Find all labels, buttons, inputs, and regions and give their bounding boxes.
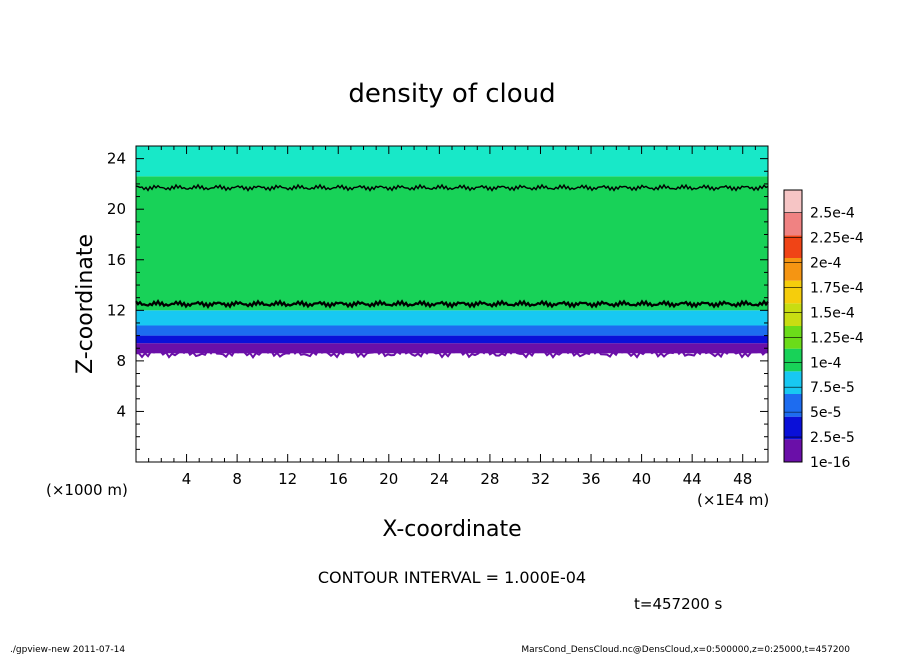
colorbar-swatch xyxy=(784,235,802,258)
colorbar-swatch xyxy=(784,190,802,213)
colorbar-label: 1.75e-4 xyxy=(810,280,864,296)
contour-line xyxy=(135,183,769,192)
y-axis-label: Z-coordinate xyxy=(73,234,98,374)
x-tick-label: 4 xyxy=(182,470,192,488)
colorbar-label: 2.5e-4 xyxy=(810,206,855,222)
x-unit-left: (×1000 m) xyxy=(46,481,128,499)
colorbar-label: 7.5e-5 xyxy=(810,380,855,396)
x-tick-label: 12 xyxy=(278,470,297,488)
density-layer xyxy=(136,343,768,354)
colorbar-label: 2.5e-5 xyxy=(810,430,855,446)
x-tick-label: 44 xyxy=(683,470,702,488)
y-tick-label: 8 xyxy=(116,352,126,370)
x-unit-right: (×1E4 m) xyxy=(697,491,769,509)
colorbar-label: 1.25e-4 xyxy=(810,330,864,346)
plot-area xyxy=(135,146,769,462)
x-tick-label: 24 xyxy=(430,470,449,488)
colorbar-swatch xyxy=(784,394,802,417)
colorbar-swatch xyxy=(784,416,802,440)
colorbar-label: 1.5e-4 xyxy=(810,305,855,321)
y-tick-label: 24 xyxy=(107,150,126,168)
density-layer xyxy=(136,353,768,462)
x-tick-label: 32 xyxy=(531,470,550,488)
y-axis: 4 8 12 16 20 24 xyxy=(107,145,768,463)
time-label: t=457200 s xyxy=(634,595,722,613)
colorbar-swatch xyxy=(784,212,802,236)
colorbar: 1e-16 2.5e-5 5e-5 7.5e-5 1e-4 1.25e-4 1.5e-4 1.… xyxy=(783,189,864,471)
contour-interval-label: CONTOUR INTERVAL = 1.000E-04 xyxy=(318,568,586,587)
x-tick-label: 16 xyxy=(329,470,348,488)
footer-right: MarsCond_DensCloud.nc@DensCloud,x=0:5000… xyxy=(521,645,850,654)
x-tick-label: 36 xyxy=(581,470,600,488)
lower-cloud-edge xyxy=(136,347,767,360)
colorbar-swatch xyxy=(784,371,802,394)
x-tick-label: 8 xyxy=(232,470,242,488)
contour-line xyxy=(135,299,769,309)
colorbar-swatch xyxy=(784,303,802,326)
y-tick-label: 16 xyxy=(107,251,126,269)
density-layer xyxy=(136,176,768,311)
colorbar-swatch xyxy=(784,348,802,372)
y-tick-label: 4 xyxy=(116,402,126,420)
chart-title: density of cloud xyxy=(348,79,555,109)
footer-left: ./gpview-new 2011-07-14 xyxy=(10,645,125,654)
density-layer xyxy=(136,335,768,344)
colorbar-label: 1e-16 xyxy=(810,455,850,471)
colorbar-swatch xyxy=(784,258,802,281)
x-tick-label: 28 xyxy=(480,470,499,488)
y-tick-label: 20 xyxy=(107,200,126,218)
x-tick-label: 40 xyxy=(632,470,651,488)
colorbar-swatch xyxy=(784,439,802,462)
x-tick-label: 20 xyxy=(379,470,398,488)
x-axis: 4 8 12 16 20 24 28 32 36 40 44 48 xyxy=(135,146,769,488)
x-tick-label: 48 xyxy=(733,470,752,488)
y-tick-label: 12 xyxy=(107,301,126,319)
colorbar-swatch xyxy=(784,280,802,304)
x-axis-label: X-coordinate xyxy=(382,517,521,542)
density-layer xyxy=(136,310,768,326)
colorbar-label: 5e-5 xyxy=(810,405,841,421)
density-layer xyxy=(136,325,768,336)
density-layer xyxy=(136,146,768,177)
colorbar-label: 2.25e-4 xyxy=(810,231,864,247)
colorbar-label: 2e-4 xyxy=(810,256,842,272)
colorbar-label: 1e-4 xyxy=(810,355,842,371)
